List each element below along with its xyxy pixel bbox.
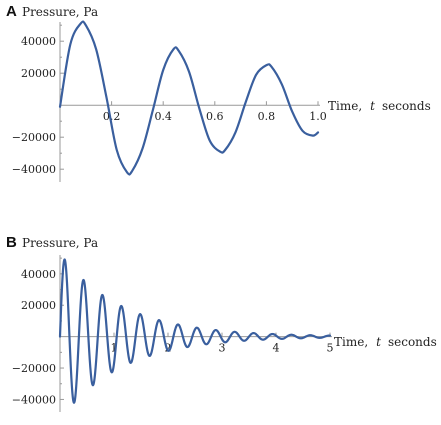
x-tick-label: 0.2	[103, 110, 121, 123]
x-tick-label: 0.6	[206, 110, 224, 123]
panel-b: B Pressure, Pa 40000 20000 −20000 −40000 1 2…	[6, 234, 437, 412]
x-tick-label: 2	[165, 342, 172, 355]
panel-a: A Pressure, Pa 40000 20000 −20000 −40000 0.…	[6, 3, 431, 182]
y-tick-label: 20000	[21, 67, 56, 80]
y-tick-label: −40000	[12, 163, 56, 176]
x-tick-label: 4	[273, 342, 280, 355]
x-tick-label: 5	[327, 342, 334, 355]
y-ticks-a: 40000 20000 −20000 −40000	[12, 24, 64, 176]
pressure-curve-a	[58, 20, 320, 176]
panel-letter-b: B	[6, 234, 17, 251]
x-tick-label: 0.8	[258, 110, 276, 123]
x-tick-label: 1.0	[309, 110, 327, 123]
y-ticks-b: 40000 20000 −20000 −40000	[12, 257, 64, 406]
x-tick-label: 0.4	[154, 110, 172, 123]
y-tick-label: −20000	[12, 131, 56, 144]
x-ticks-a: 0.2 0.4 0.6 0.8 1.0	[103, 101, 327, 123]
y-axis-title-b: Pressure, Pa	[22, 236, 98, 250]
y-axis-title-a: Pressure, Pa	[22, 5, 98, 19]
panel-letter-a: A	[6, 3, 17, 20]
pressure-curve-b	[58, 258, 332, 404]
y-tick-label: −40000	[12, 393, 56, 406]
y-tick-label: 40000	[21, 35, 56, 48]
x-axis-title-b: Time, t seconds	[334, 333, 437, 350]
x-axis-title-a: Time, t seconds	[328, 97, 431, 114]
y-tick-label: 20000	[21, 299, 56, 312]
y-tick-label: 40000	[21, 268, 56, 281]
x-tick-label: 1	[111, 342, 118, 355]
x-tick-label: 3	[219, 342, 226, 355]
y-tick-label: −20000	[12, 362, 56, 375]
